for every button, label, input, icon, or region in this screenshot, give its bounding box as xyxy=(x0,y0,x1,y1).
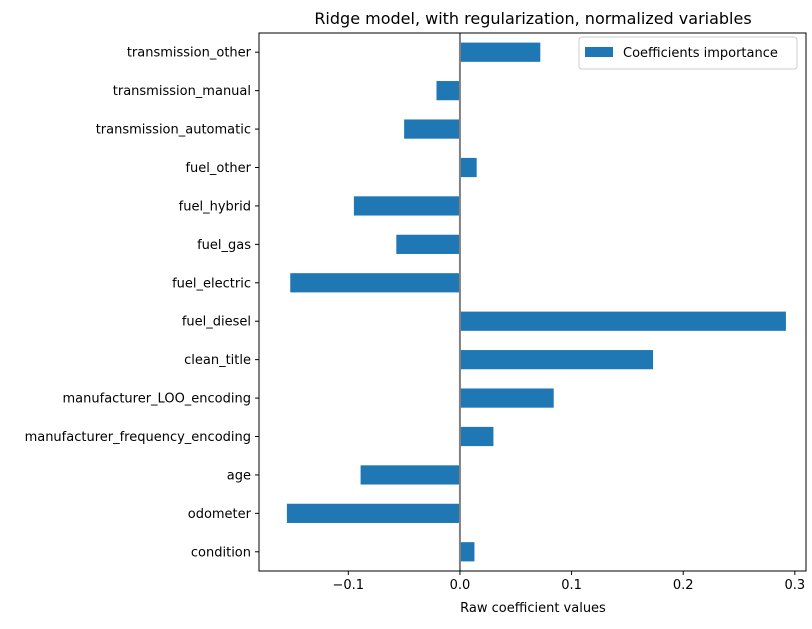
chart-title: Ridge model, with regularization, normal… xyxy=(314,9,751,28)
bar-fuel-diesel xyxy=(459,311,786,331)
bar-clean-title xyxy=(459,350,654,370)
bar-odometer xyxy=(286,503,460,523)
x-tick-label: 0.0 xyxy=(450,578,471,593)
y-tick-label: manufacturer_frequency_encoding xyxy=(25,430,251,445)
bar-condition xyxy=(459,542,475,562)
x-tick-label: 0.2 xyxy=(673,578,694,593)
bar-transmission-manual xyxy=(436,81,460,101)
x-tick-label: 0.3 xyxy=(784,578,805,593)
x-tick-label: 0.1 xyxy=(561,578,582,593)
y-tick-label: transmission_manual xyxy=(113,84,251,99)
legend: Coefficients importance xyxy=(578,36,798,70)
x-tick-label: −0.1 xyxy=(333,578,365,593)
y-tick-label: age xyxy=(227,468,251,483)
y-tick-label: fuel_hybrid xyxy=(179,199,251,214)
y-tick-label: clean_title xyxy=(184,353,251,368)
y-tick-label: fuel_diesel xyxy=(182,315,251,330)
bar-manufacturer-LOO-encoding xyxy=(459,388,554,408)
y-tick-label: fuel_gas xyxy=(197,238,251,253)
legend-label: Coefficients importance xyxy=(623,46,778,61)
legend-swatch xyxy=(585,47,613,57)
y-tick-label: transmission_other xyxy=(127,46,252,61)
y-tick-label: fuel_electric xyxy=(172,276,251,291)
bar-fuel-gas xyxy=(396,234,460,254)
y-tick-label: fuel_other xyxy=(185,161,251,176)
bar-fuel-electric xyxy=(290,273,460,293)
plot-area: condition odometer age manufacturer_frequen… xyxy=(25,32,807,593)
bar-fuel-other xyxy=(459,157,477,178)
bar-age xyxy=(360,465,460,485)
x-axis-label: Raw coefficient values xyxy=(460,601,606,616)
y-tick-label: manufacturer_LOO_encoding xyxy=(63,392,251,407)
axes-frame xyxy=(258,32,807,572)
bar-manufacturer-frequency-encoding xyxy=(459,426,494,447)
bar-transmission-other xyxy=(459,42,541,62)
y-tick-label: transmission_automatic xyxy=(96,123,251,138)
y-tick-label: condition xyxy=(191,545,251,560)
legend-frame xyxy=(578,36,798,70)
bar-transmission-automatic xyxy=(404,119,460,139)
bar-fuel-hybrid xyxy=(353,196,460,216)
y-tick-label: odometer xyxy=(188,507,252,522)
